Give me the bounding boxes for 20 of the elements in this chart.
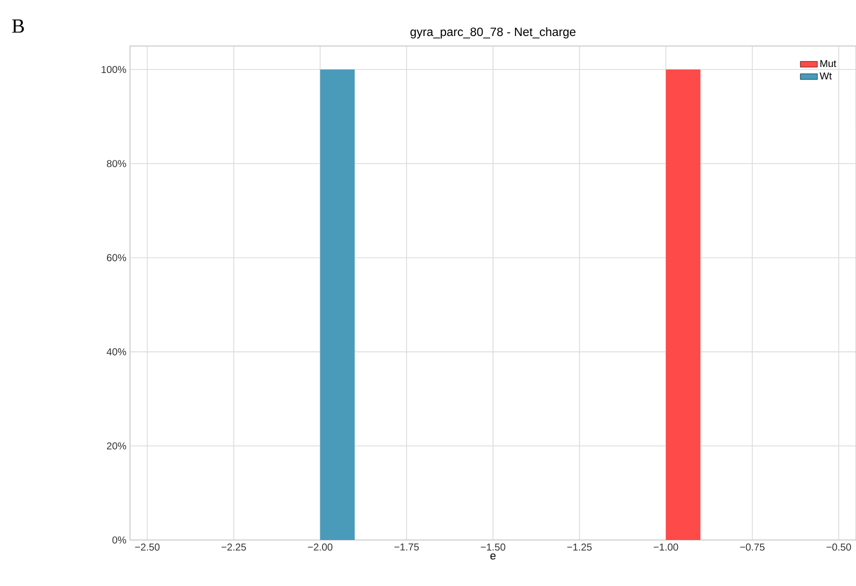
text: B (12, 20, 24, 33)
y-tick-label: 20% (106, 442, 126, 450)
chart-title: gyra_parc_80_78 - Net_charge (410, 27, 576, 38)
x-tick-label: −0.75 (740, 544, 765, 551)
y-tick-label: 100% (102, 66, 126, 74)
x-tick-label: −1.00 (654, 544, 678, 551)
x-axis-title: e (490, 553, 496, 560)
legend-label: Wt (820, 72, 832, 80)
x-tick-label: −2.50 (135, 544, 160, 551)
y-tick-label: 60% (106, 254, 126, 262)
x-tick-label: −2.25 (222, 544, 246, 551)
legend-label: Mut (820, 60, 836, 68)
y-tick-label: 80% (106, 160, 126, 168)
x-tick-label: −2.00 (308, 544, 332, 551)
x-tick-label: −1.50 (480, 544, 506, 551)
y-tick-label: 0% (112, 536, 126, 544)
x-tick-label: −1.25 (567, 544, 592, 551)
x-tick-label: −1.75 (394, 544, 419, 551)
x-tick-label: −0.50 (826, 544, 851, 551)
y-tick-label: 40% (106, 348, 126, 356)
